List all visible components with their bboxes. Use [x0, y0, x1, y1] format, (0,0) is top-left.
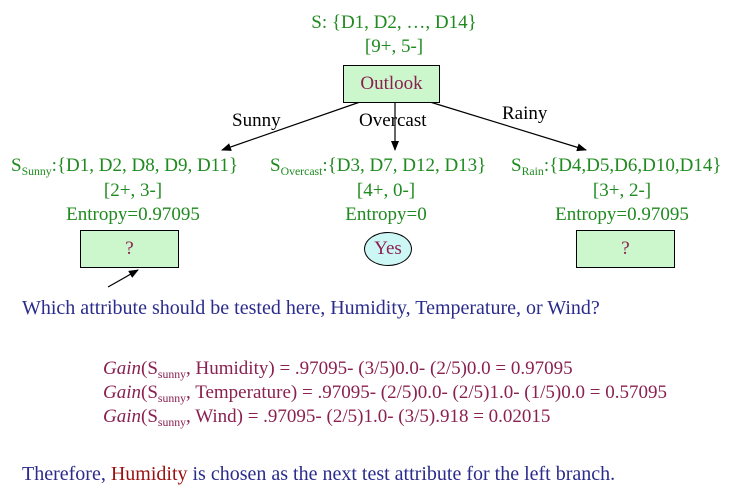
gain-wind-fn: Gain: [103, 406, 141, 427]
edge-rainy: [429, 101, 587, 152]
conclusion-text: Therefore, Humidity is chosen as the nex…: [22, 463, 615, 486]
rainy-set-members: :{D4,D5,D6,D10,D14}: [543, 155, 722, 176]
gain-wind-sub: sunny: [157, 416, 187, 430]
pointer-arrow: [107, 269, 139, 288]
sunny-set-members: :{D1, D2, D8, D9, D11}: [51, 155, 239, 176]
conclusion-suffix: is chosen as the next test attribute for…: [187, 463, 616, 485]
gain-temperature-rest: , Temperature) = .97095- (2/5)0.0- (2/5)…: [186, 382, 667, 403]
rainy-set-symbol: S: [511, 155, 522, 176]
sunny-set-sub: Sunny: [21, 165, 52, 179]
rainy-set-label: SRain:{D4,D5,D6,D10,D14}: [511, 155, 721, 177]
edge-label-rainy: Rainy: [502, 103, 548, 124]
overcast-set-sub: Overcast: [280, 165, 323, 179]
gain-temperature: Gain(Ssunny, Temperature) = .97095- (2/5…: [103, 382, 667, 404]
gain-wind-rest: , Wind) = .97095- (2/5)1.0- (3/5).918 = …: [186, 406, 551, 427]
gain-humidity: Gain(Ssunny, Humidity) = .97095- (3/5)0.…: [103, 358, 573, 380]
overcast-set-members: :{D3, D7, D12, D13}: [322, 155, 487, 176]
question-text: Which attribute should be tested here, H…: [22, 297, 600, 319]
root-counts: [9+, 5-]: [364, 36, 424, 57]
rainy-set-sub: Rain: [521, 165, 544, 179]
overcast-counts: [4+, 0-]: [356, 180, 416, 201]
gain-humidity-fn: Gain: [103, 358, 141, 379]
gain-humidity-sub: sunny: [157, 368, 187, 382]
sunny-child-node[interactable]: ?: [80, 230, 179, 268]
gain-temperature-sub: sunny: [157, 392, 187, 406]
edge-sunny: [221, 101, 361, 151]
rainy-child-node[interactable]: ?: [576, 230, 675, 268]
rainy-child-label: ?: [621, 238, 630, 259]
sunny-set-label: SSunny:{D1, D2, D8, D9, D11}: [11, 155, 238, 177]
overcast-child-node[interactable]: Yes: [364, 232, 412, 266]
edge-label-overcast: Overcast: [359, 110, 427, 131]
root-set-label: S: {D1, D2, …, D14}: [311, 12, 477, 33]
gain-humidity-open: (S: [141, 358, 158, 379]
sunny-counts: [2+, 3-]: [103, 180, 163, 201]
gain-wind: Gain(Ssunny, Wind) = .97095- (2/5)1.0- (…: [103, 406, 550, 428]
rainy-entropy: Entropy=0.97095: [555, 204, 689, 225]
root-node-label: Outlook: [360, 73, 423, 94]
rainy-counts: [3+, 2-]: [592, 180, 652, 201]
sunny-entropy: Entropy=0.97095: [66, 204, 200, 225]
conclusion-attribute: Humidity: [110, 463, 188, 485]
gain-temperature-open: (S: [141, 382, 158, 403]
gain-temperature-fn: Gain: [103, 382, 141, 403]
overcast-set-label: SOvercast:{D3, D7, D12, D13}: [270, 155, 486, 177]
edge-label-sunny: Sunny: [232, 110, 281, 131]
gain-humidity-rest: , Humidity) = .97095- (3/5)0.0- (2/5)0.0…: [186, 358, 573, 379]
conclusion-prefix: Therefore,: [22, 463, 111, 485]
overcast-entropy: Entropy=0: [345, 204, 427, 225]
sunny-set-symbol: S: [11, 155, 22, 176]
gain-wind-open: (S: [141, 406, 158, 427]
overcast-child-label: Yes: [374, 238, 402, 259]
root-node-outlook[interactable]: Outlook: [343, 65, 440, 103]
sunny-child-label: ?: [125, 238, 134, 259]
overcast-set-symbol: S: [270, 155, 281, 176]
